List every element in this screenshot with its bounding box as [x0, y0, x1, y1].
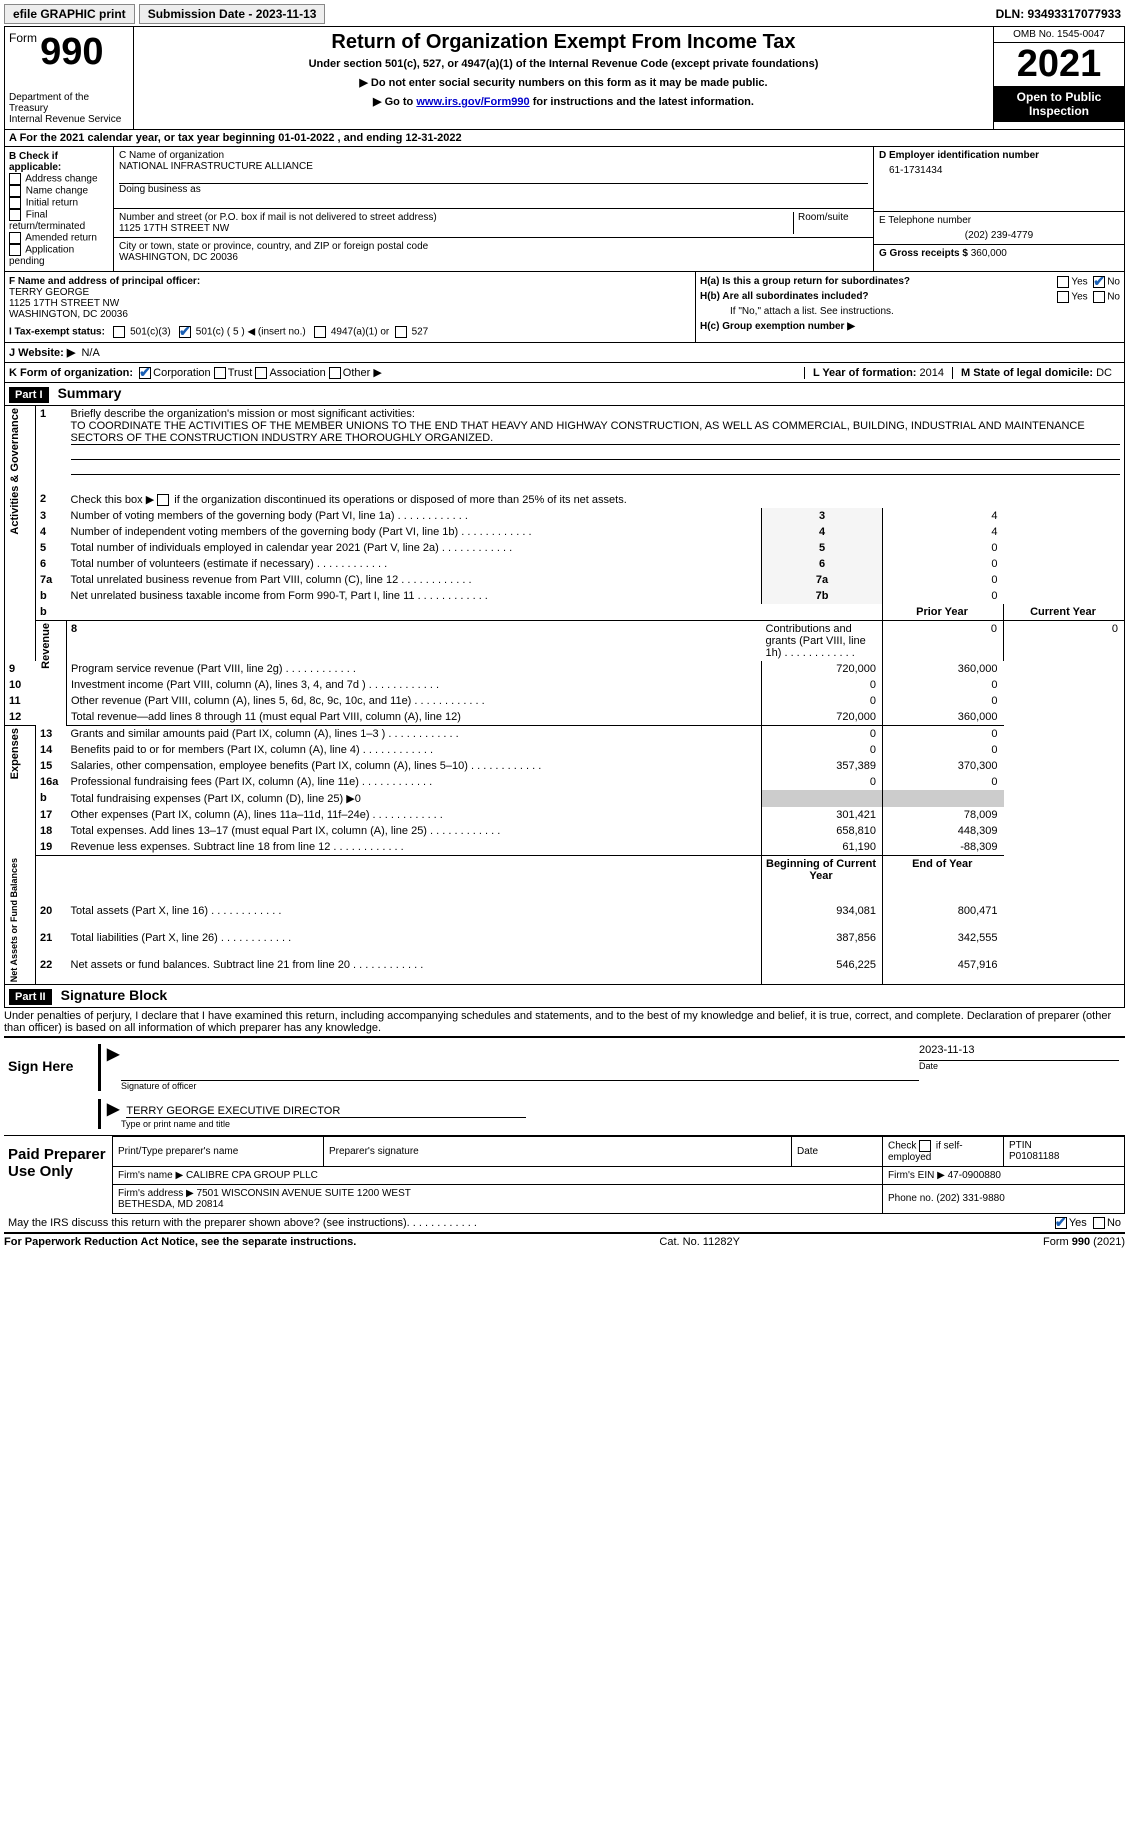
org-name: NATIONAL INFRASTRUCTURE ALLIANCE: [119, 161, 868, 172]
top-toolbar: efile GRAPHIC print Submission Date - 20…: [4, 4, 1125, 24]
paid-preparer-block: Paid Preparer Use Only Print/Type prepar…: [4, 1135, 1125, 1214]
col-b-checkboxes: B Check if applicable: Address change Na…: [5, 147, 114, 271]
city-state-zip: WASHINGTON, DC 20036: [119, 252, 868, 263]
checkbox-ha-no[interactable]: [1093, 276, 1105, 288]
perjury-declaration: Under penalties of perjury, I declare th…: [4, 1008, 1125, 1036]
omb-number: OMB No. 1545-0047: [994, 27, 1124, 42]
checkbox-amended[interactable]: [9, 232, 21, 244]
checkbox-ha-yes[interactable]: [1057, 276, 1069, 288]
irs-link[interactable]: www.irs.gov/Form990: [416, 96, 529, 108]
ptin-value: P01081188: [1009, 1151, 1059, 1162]
checkbox-501c[interactable]: [179, 326, 191, 338]
part1-table: Activities & Governance 1 Briefly descri…: [4, 406, 1125, 985]
form-number: 990: [40, 31, 103, 73]
officer-group-row: F Name and address of principal officer:…: [4, 272, 1125, 343]
col-d-ein-phone: D Employer identification number 61-1731…: [873, 147, 1124, 271]
ein-value: 61-1731434: [879, 165, 1119, 176]
dln-label: DLN: 93493317077933: [992, 7, 1125, 21]
subtitle-3: ▶ Go to www.irs.gov/Form990 for instruct…: [138, 95, 989, 108]
subtitle-1: Under section 501(c), 527, or 4947(a)(1)…: [138, 58, 989, 70]
vlabel-expenses: Expenses: [9, 728, 21, 779]
form-title: Return of Organization Exempt From Incom…: [138, 31, 989, 54]
col-c-name-address: C Name of organization NATIONAL INFRASTR…: [114, 147, 873, 271]
checkbox-discuss-yes[interactable]: [1055, 1217, 1067, 1229]
org-info-block: B Check if applicable: Address change Na…: [4, 147, 1125, 272]
checkbox-hb-no[interactable]: [1093, 291, 1105, 303]
form-org-row: K Form of organization: Corporation Trus…: [4, 363, 1125, 383]
vlabel-net-assets: Net Assets or Fund Balances: [9, 858, 19, 982]
officer-name: TERRY GEORGE: [9, 287, 691, 298]
checkbox-4947[interactable]: [314, 326, 326, 338]
part1-header: Part I Summary: [4, 383, 1125, 406]
checkbox-address-change[interactable]: [9, 173, 21, 185]
checkbox-corp[interactable]: [139, 367, 151, 379]
checkbox-527[interactable]: [395, 326, 407, 338]
firm-phone: (202) 331-9880: [936, 1193, 1004, 1204]
discuss-row: May the IRS discuss this return with the…: [4, 1214, 1125, 1233]
checkbox-hb-yes[interactable]: [1057, 291, 1069, 303]
submission-date-button[interactable]: Submission Date - 2023-11-13: [139, 4, 326, 24]
checkbox-assoc[interactable]: [255, 367, 267, 379]
mission-text: TO COORDINATE THE ACTIVITIES OF THE MEMB…: [71, 420, 1121, 445]
checkbox-app-pending[interactable]: [9, 244, 21, 256]
checkbox-trust[interactable]: [214, 367, 226, 379]
website-row: J Website: ▶ N/A: [4, 343, 1125, 363]
form-header: Form 990 Department of the Treasury Inte…: [4, 26, 1125, 130]
sig-date: 2023-11-13: [919, 1044, 1119, 1061]
firm-name: CALIBRE CPA GROUP PLLC: [186, 1170, 318, 1181]
firm-ein: 47-0900880: [948, 1170, 1001, 1181]
tax-year: 2021: [994, 42, 1124, 86]
part2-header: Part II Signature Block: [4, 985, 1125, 1008]
checkbox-name-change[interactable]: [9, 185, 21, 197]
checkbox-final-return[interactable]: [9, 209, 21, 221]
phone-value: (202) 239-4779: [879, 230, 1119, 241]
checkbox-discuss-no[interactable]: [1093, 1217, 1105, 1229]
row-a-tax-year: A For the 2021 calendar year, or tax yea…: [4, 130, 1125, 147]
vlabel-revenue: Revenue: [40, 623, 52, 669]
vlabel-activities: Activities & Governance: [9, 408, 21, 535]
officer-typed-name: TERRY GEORGE EXECUTIVE DIRECTOR: [126, 1105, 526, 1118]
efile-print-button[interactable]: efile GRAPHIC print: [4, 4, 135, 24]
checkbox-initial-return[interactable]: [9, 197, 21, 209]
subtitle-2: ▶ Do not enter social security numbers o…: [138, 76, 989, 89]
gross-receipts: 360,000: [971, 248, 1007, 259]
dept-treasury: Department of the Treasury: [9, 92, 129, 114]
website-value: N/A: [81, 347, 99, 359]
form-word: Form: [9, 31, 37, 45]
checkbox-discontinued[interactable]: [157, 494, 169, 506]
checkbox-other[interactable]: [329, 367, 341, 379]
checkbox-self-employed[interactable]: [919, 1140, 931, 1152]
street-address: 1125 17TH STREET NW: [119, 223, 789, 234]
checkbox-501c3[interactable]: [113, 326, 125, 338]
sign-here-block: Sign Here ▶ Signature of officer 2023-11…: [4, 1036, 1125, 1135]
page-footer: For Paperwork Reduction Act Notice, see …: [4, 1233, 1125, 1248]
irs-label: Internal Revenue Service: [9, 114, 129, 125]
open-inspection: Open to Public Inspection: [994, 86, 1124, 122]
